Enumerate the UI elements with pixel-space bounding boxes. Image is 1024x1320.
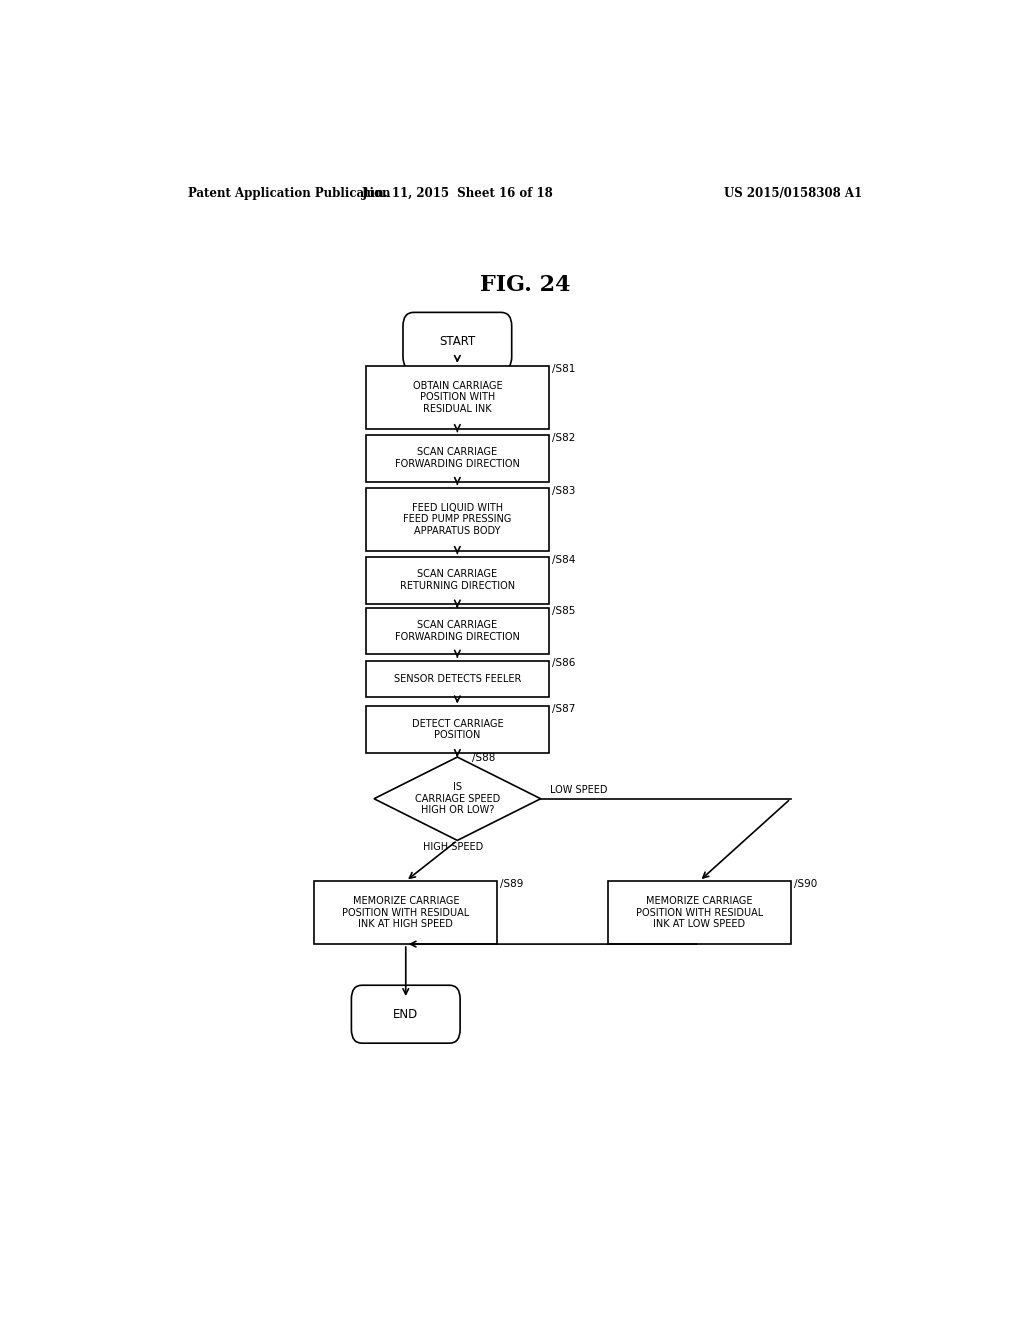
- Text: /S85: /S85: [552, 606, 575, 615]
- Text: HIGH SPEED: HIGH SPEED: [423, 842, 483, 853]
- Text: FIG. 24: FIG. 24: [479, 275, 570, 297]
- Text: /S88: /S88: [472, 752, 495, 763]
- Text: /S87: /S87: [552, 704, 575, 714]
- Text: MEMORIZE CARRIAGE
POSITION WITH RESIDUAL
INK AT LOW SPEED: MEMORIZE CARRIAGE POSITION WITH RESIDUAL…: [636, 896, 763, 929]
- Text: OBTAIN CARRIAGE
POSITION WITH
RESIDUAL INK: OBTAIN CARRIAGE POSITION WITH RESIDUAL I…: [413, 380, 502, 414]
- Text: Jun. 11, 2015  Sheet 16 of 18: Jun. 11, 2015 Sheet 16 of 18: [361, 187, 553, 201]
- Text: /S81: /S81: [552, 364, 575, 374]
- Text: SCAN CARRIAGE
FORWARDING DIRECTION: SCAN CARRIAGE FORWARDING DIRECTION: [395, 620, 520, 642]
- Text: /S84: /S84: [552, 554, 575, 565]
- Bar: [367, 706, 549, 752]
- Text: /S82: /S82: [552, 433, 575, 442]
- Bar: [367, 607, 549, 655]
- Text: SCAN CARRIAGE
RETURNING DIRECTION: SCAN CARRIAGE RETURNING DIRECTION: [399, 569, 515, 591]
- Bar: [314, 880, 497, 944]
- Text: LOW SPEED: LOW SPEED: [550, 784, 607, 795]
- Bar: [367, 660, 549, 697]
- Bar: [367, 487, 549, 550]
- Text: IS
CARRIAGE SPEED
HIGH OR LOW?: IS CARRIAGE SPEED HIGH OR LOW?: [415, 783, 500, 816]
- Bar: [608, 880, 791, 944]
- Text: /S90: /S90: [794, 879, 817, 890]
- Polygon shape: [374, 758, 541, 841]
- Text: START: START: [439, 335, 475, 348]
- Text: /S89: /S89: [500, 879, 523, 890]
- FancyBboxPatch shape: [403, 313, 512, 371]
- Text: /S83: /S83: [552, 486, 575, 496]
- Text: /S86: /S86: [552, 659, 575, 668]
- Text: END: END: [393, 1007, 419, 1020]
- Text: US 2015/0158308 A1: US 2015/0158308 A1: [724, 187, 862, 201]
- Text: FEED LIQUID WITH
FEED PUMP PRESSING
APPARATUS BODY: FEED LIQUID WITH FEED PUMP PRESSING APPA…: [403, 503, 512, 536]
- Text: MEMORIZE CARRIAGE
POSITION WITH RESIDUAL
INK AT HIGH SPEED: MEMORIZE CARRIAGE POSITION WITH RESIDUAL…: [342, 896, 469, 929]
- Text: SCAN CARRIAGE
FORWARDING DIRECTION: SCAN CARRIAGE FORWARDING DIRECTION: [395, 447, 520, 469]
- Bar: [367, 366, 549, 429]
- Text: Patent Application Publication: Patent Application Publication: [187, 187, 390, 201]
- Bar: [367, 434, 549, 482]
- FancyBboxPatch shape: [351, 985, 460, 1043]
- Text: SENSOR DETECTS FEELER: SENSOR DETECTS FEELER: [393, 673, 521, 684]
- Bar: [367, 557, 549, 603]
- Text: DETECT CARRIAGE
POSITION: DETECT CARRIAGE POSITION: [412, 719, 503, 741]
